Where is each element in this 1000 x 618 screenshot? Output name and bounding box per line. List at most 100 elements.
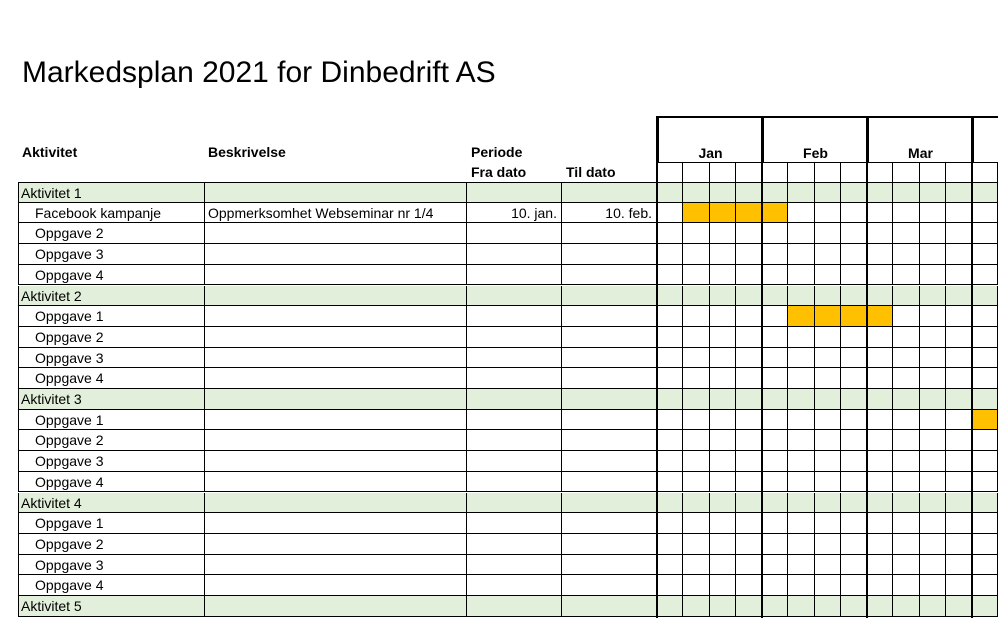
week-cell[interactable] [840,223,867,245]
week-cell[interactable] [814,554,841,576]
week-cell[interactable] [788,533,815,555]
week-cell[interactable] [788,575,815,596]
week-cell[interactable] [972,389,999,410]
week-cell[interactable] [867,409,894,431]
week-cell[interactable] [762,306,789,327]
week-cell[interactable] [867,223,894,245]
week-cell[interactable] [972,244,999,265]
week-cell[interactable] [972,575,999,596]
week-cell[interactable] [972,451,999,472]
activity-cell[interactable]: Oppgave 3 [18,347,205,369]
week-cell[interactable] [919,389,946,410]
week-cell[interactable] [657,264,684,286]
week-cell[interactable] [814,368,841,389]
from-date-cell[interactable] [467,575,562,596]
week-cell[interactable] [972,326,999,348]
activity-cell[interactable]: Oppgave 1 [18,306,205,327]
activity-cell[interactable]: Oppgave 1 [18,513,205,534]
week-cell[interactable] [709,430,736,452]
week-cell[interactable] [867,575,894,596]
week-cell[interactable] [657,306,684,327]
week-cell[interactable] [919,533,946,555]
week-cell[interactable] [788,182,815,203]
description-cell[interactable] [205,471,467,493]
activity-cell[interactable]: Aktivitet 3 [18,389,205,410]
week-cell[interactable] [972,264,999,286]
week-cell[interactable] [762,223,789,245]
description-cell[interactable] [205,347,467,369]
week-cell[interactable] [788,596,815,617]
week-cell[interactable] [762,368,789,389]
week-cell[interactable] [814,596,841,617]
from-date-cell[interactable] [467,306,562,327]
week-cell[interactable] [893,223,920,245]
week-cell[interactable] [867,202,894,224]
week-cell[interactable] [709,554,736,576]
week-cell[interactable] [972,182,999,203]
week-cell[interactable] [709,264,736,286]
week-cell[interactable] [683,264,710,286]
from-date-cell[interactable] [467,368,562,389]
week-cell[interactable] [788,264,815,286]
week-cell[interactable] [919,554,946,576]
description-cell[interactable] [205,554,467,576]
week-cell[interactable] [972,306,999,327]
week-cell[interactable] [814,202,841,224]
week-cell[interactable] [893,202,920,224]
week-cell[interactable] [709,596,736,617]
to-date-cell[interactable] [562,471,657,493]
week-cell[interactable] [867,596,894,617]
from-date-cell[interactable] [467,513,562,534]
week-cell[interactable] [735,451,762,472]
week-cell[interactable] [788,223,815,245]
week-cell[interactable] [867,533,894,555]
week-cell[interactable] [893,513,920,534]
to-date-cell[interactable] [562,451,657,472]
week-cell[interactable] [735,471,762,493]
week-cell[interactable] [972,202,999,224]
description-cell[interactable] [205,182,467,203]
week-cell[interactable] [893,533,920,555]
week-cell[interactable] [893,326,920,348]
week-cell[interactable] [762,430,789,452]
week-cell[interactable] [919,575,946,596]
activity-cell[interactable]: Aktivitet 5 [18,596,205,617]
week-cell[interactable] [814,492,841,514]
gantt-bar-cell[interactable] [683,202,710,224]
week-cell[interactable] [709,244,736,265]
week-cell[interactable] [788,409,815,431]
week-cell[interactable] [919,244,946,265]
activity-cell[interactable]: Facebook kampanje [18,202,205,224]
from-date-cell[interactable] [467,285,562,307]
activity-cell[interactable]: Aktivitet 1 [18,182,205,203]
week-cell[interactable] [735,347,762,369]
to-date-cell[interactable] [562,223,657,245]
week-cell[interactable] [919,430,946,452]
week-cell[interactable] [893,430,920,452]
description-cell[interactable] [205,513,467,534]
gantt-bar-cell[interactable] [735,202,762,224]
to-date-cell[interactable] [562,533,657,555]
week-cell[interactable] [709,223,736,245]
to-date-cell[interactable] [562,389,657,410]
gantt-bar-cell[interactable] [709,202,736,224]
week-cell[interactable] [788,285,815,307]
week-cell[interactable] [840,533,867,555]
week-cell[interactable] [867,554,894,576]
week-cell[interactable] [683,430,710,452]
week-cell[interactable] [919,306,946,327]
week-cell[interactable] [683,533,710,555]
week-cell[interactable] [893,596,920,617]
week-cell[interactable] [945,285,972,307]
to-date-cell[interactable] [562,326,657,348]
week-cell[interactable] [657,182,684,203]
week-cell[interactable] [709,492,736,514]
activity-cell[interactable]: Oppgave 4 [18,575,205,596]
week-cell[interactable] [657,492,684,514]
week-cell[interactable] [762,244,789,265]
week-cell[interactable] [814,513,841,534]
week-cell[interactable] [893,451,920,472]
week-cell[interactable] [657,451,684,472]
to-date-cell[interactable] [562,596,657,617]
week-cell[interactable] [867,471,894,493]
